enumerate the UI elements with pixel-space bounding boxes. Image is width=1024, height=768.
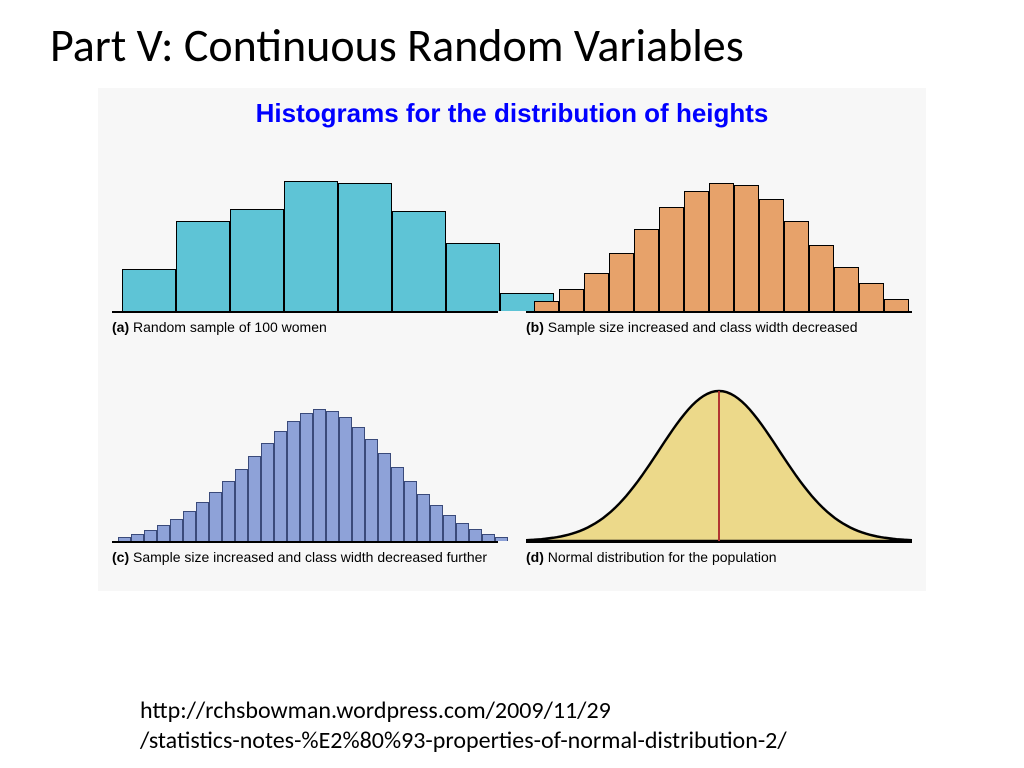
chart-a xyxy=(112,143,498,313)
slide: Part V: Continuous Random Variables Hist… xyxy=(0,18,1024,768)
bar xyxy=(534,301,559,311)
bar xyxy=(300,413,313,541)
bar xyxy=(784,221,809,311)
bar xyxy=(338,183,392,311)
bar xyxy=(284,181,338,311)
caption-d-tag: (d) xyxy=(526,549,544,565)
bar xyxy=(287,421,300,541)
caption-c-text: Sample size increased and class width de… xyxy=(133,549,487,565)
bars-c xyxy=(118,409,508,541)
bar xyxy=(352,427,365,541)
bar xyxy=(392,211,446,311)
footer-line-2: /statistics-notes-%E2%80%93-properties-o… xyxy=(140,726,787,756)
bar xyxy=(443,515,456,541)
caption-b: (b) Sample size increased and class widt… xyxy=(526,319,912,355)
bar xyxy=(884,299,909,311)
bar xyxy=(365,439,378,541)
bar xyxy=(809,245,834,311)
bar xyxy=(209,492,222,541)
bar xyxy=(559,289,584,311)
bar xyxy=(339,417,352,541)
panel-b: (b) Sample size increased and class widt… xyxy=(526,143,912,355)
bar xyxy=(469,529,482,541)
bar xyxy=(430,505,443,541)
bar xyxy=(170,519,183,541)
caption-a-text: Random sample of 100 women xyxy=(133,319,327,335)
caption-d-text: Normal distribution for the population xyxy=(548,549,777,565)
bar xyxy=(131,534,144,541)
bar xyxy=(122,269,176,311)
panel-d: (d) Normal distribution for the populati… xyxy=(526,373,912,585)
bar xyxy=(482,534,495,541)
chart-d xyxy=(526,373,912,543)
bar xyxy=(734,185,759,311)
bar xyxy=(404,481,417,541)
panel-grid: (a) Random sample of 100 women (b) Sampl… xyxy=(112,143,912,585)
caption-b-text: Sample size increased and class width de… xyxy=(548,319,858,335)
bars-b xyxy=(534,183,909,311)
chart-b xyxy=(526,143,912,313)
figure-title: Histograms for the distribution of heigh… xyxy=(112,98,912,129)
figure-container: Histograms for the distribution of heigh… xyxy=(98,88,926,591)
baseline-b xyxy=(526,311,912,313)
bar xyxy=(378,453,391,541)
bar xyxy=(274,431,287,541)
baseline-a xyxy=(112,311,498,313)
bar xyxy=(144,530,157,541)
bar xyxy=(609,253,634,311)
footer-line-1: http://rchsbowman.wordpress.com/2009/11/… xyxy=(140,696,787,726)
panel-a: (a) Random sample of 100 women xyxy=(112,143,498,355)
bar xyxy=(659,207,684,311)
bar xyxy=(313,409,326,541)
bar xyxy=(456,523,469,541)
bar xyxy=(759,199,784,311)
caption-a: (a) Random sample of 100 women xyxy=(112,319,498,355)
bar xyxy=(417,494,430,541)
bar xyxy=(196,502,209,541)
bar xyxy=(222,481,235,541)
bar xyxy=(248,456,261,541)
baseline-d xyxy=(526,541,912,543)
caption-d: (d) Normal distribution for the populati… xyxy=(526,549,912,585)
bar xyxy=(859,283,884,311)
panel-c: (c) Sample size increased and class widt… xyxy=(112,373,498,585)
bars-a xyxy=(122,181,554,311)
bar xyxy=(709,183,734,311)
chart-c xyxy=(112,373,498,543)
bar xyxy=(326,411,339,541)
caption-b-tag: (b) xyxy=(526,319,544,335)
footer-citation: http://rchsbowman.wordpress.com/2009/11/… xyxy=(140,696,787,756)
caption-c: (c) Sample size increased and class widt… xyxy=(112,549,498,585)
bar xyxy=(634,229,659,311)
page-title: Part V: Continuous Random Variables xyxy=(50,18,1024,74)
bar xyxy=(230,209,284,311)
bar xyxy=(834,267,859,311)
bar xyxy=(235,469,248,541)
bar xyxy=(157,525,170,541)
bar xyxy=(684,191,709,311)
bar xyxy=(176,221,230,311)
bar xyxy=(391,467,404,541)
baseline-c xyxy=(112,541,498,543)
bar xyxy=(261,443,274,541)
caption-c-tag: (c) xyxy=(112,549,129,565)
caption-a-tag: (a) xyxy=(112,319,129,335)
bar xyxy=(584,273,609,311)
bar xyxy=(183,511,196,541)
normal-curve xyxy=(526,373,912,543)
bar xyxy=(446,243,500,311)
